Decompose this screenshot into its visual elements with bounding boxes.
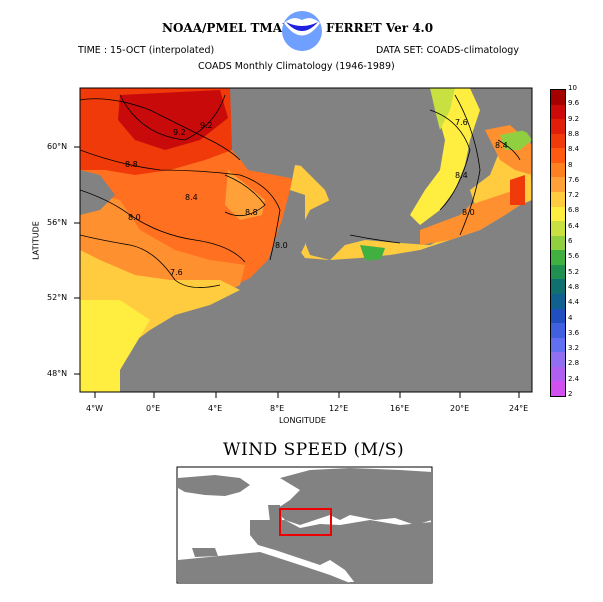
colorbar-swatch	[551, 279, 565, 295]
colorbar-swatch	[551, 250, 565, 266]
x-tick-label: 24°E	[509, 404, 529, 413]
colorbar-label: 8	[568, 160, 573, 169]
map-frame	[79, 87, 533, 393]
colorbar-label: 7.6	[568, 175, 580, 184]
colorbar-label: 2.4	[568, 374, 580, 383]
colorbar-label: 9.6	[568, 99, 580, 108]
colorbar-swatch	[551, 104, 565, 120]
y-tick-label: 60°N	[47, 142, 68, 151]
colorbar-swatch	[551, 294, 565, 310]
colorbar-swatch	[551, 206, 565, 222]
contour-label: 8.4	[495, 141, 508, 150]
colorbar-swatch	[551, 148, 565, 164]
contour-label: 9.2	[200, 121, 213, 130]
colorbar-label: 2	[568, 390, 573, 398]
colorbar-label: 3.6	[568, 328, 580, 337]
x-tick-label: 4°W	[86, 404, 103, 413]
colorbar-label: 6.4	[568, 221, 580, 230]
colorbar-label: 10	[568, 84, 577, 92]
sea-region-bothnia	[410, 88, 480, 225]
x-tick-label: 4°E	[208, 404, 223, 413]
colorbar-label: 7.2	[568, 191, 580, 200]
app-title-left: NOAA/PMEL TMAP	[162, 21, 292, 35]
colorbar-label: 6.8	[568, 206, 580, 215]
colorbar	[550, 89, 566, 397]
colorbar-swatch	[551, 177, 565, 193]
land-uk	[80, 170, 115, 215]
x-tick-label: 16°E	[390, 404, 410, 413]
colorbar-label: 5.2	[568, 267, 580, 276]
sea-region-bothnia-green	[430, 88, 455, 130]
contour-label-group: 9.2 9.2 8.8 8.4 8.8 8.0 7.6 8.0 8.4 7.6 …	[125, 118, 508, 277]
colorbar-swatch	[551, 323, 565, 339]
sea-region-green-strait	[360, 245, 385, 262]
x-tick-label: 20°E	[450, 404, 470, 413]
y-tick-label: 52°N	[47, 293, 68, 302]
app-title-right: FERRET Ver 4.0	[326, 21, 434, 35]
colorbar-label: 4.4	[568, 298, 580, 307]
colorbar-swatch	[551, 192, 565, 208]
x-axis-label: LONGITUDE	[279, 416, 326, 425]
y-tick-label: 56°N	[47, 218, 68, 227]
contour-label: 8.0	[462, 208, 475, 217]
contour-label: 8.8	[245, 208, 258, 217]
contour-label: 9.2	[173, 128, 186, 137]
colorbar-swatch	[551, 133, 565, 149]
colorbar-swatch	[551, 366, 565, 382]
colorbar-swatch	[551, 352, 565, 368]
contour-label: 8.8	[125, 160, 138, 169]
sea-region-baltic-orange	[420, 190, 520, 245]
colorbar-swatch	[551, 221, 565, 237]
colorbar-label: 2.8	[568, 359, 580, 368]
contour-label: 8.0	[128, 213, 141, 222]
colorbar-swatch	[551, 337, 565, 353]
colorbar-swatch	[551, 308, 565, 324]
y-axis-label: LATITUDE	[31, 221, 41, 260]
colorbar-label: 6	[568, 237, 573, 245]
sea-region-gulf-green	[500, 130, 532, 150]
land-jutland	[282, 190, 305, 255]
time-label: TIME : 15-OCT (interpolated)	[78, 45, 215, 56]
contour-label: 7.6	[455, 118, 468, 127]
x-tick-label: 0°E	[146, 404, 161, 413]
colorbar-label: 8.4	[568, 145, 580, 154]
land-sweden-east	[470, 88, 532, 135]
y-tick-label: 48°N	[47, 369, 68, 378]
bottom-title: WIND SPEED (M/S)	[223, 440, 405, 460]
subtitle: COADS Monthly Climatology (1946-1989)	[198, 61, 395, 72]
contour-label: 8.4	[455, 171, 468, 180]
sea-region-skagerrak	[225, 170, 265, 220]
colorbar-swatch	[551, 119, 565, 135]
colorbar-label: 4	[568, 313, 573, 322]
axis-ticks	[74, 146, 520, 398]
colorbar-label: 5.6	[568, 252, 580, 261]
x-tick-label: 12°E	[329, 404, 349, 413]
x-tick-label: 8°E	[270, 404, 285, 413]
colorbar-label: 3.2	[568, 344, 580, 353]
colorbar-label: 9.2	[568, 114, 580, 123]
dataset-label: DATA SET: COADS-climatology	[376, 45, 519, 56]
contour-label: 7.6	[170, 268, 183, 277]
colorbar-swatch	[551, 162, 565, 178]
colorbar-label: 8.8	[568, 129, 580, 138]
colorbar-swatch	[551, 264, 565, 280]
sea-region-east	[510, 175, 525, 205]
colorbar-label: 4.8	[568, 282, 580, 291]
sea-region-yellow	[80, 300, 150, 392]
contour-lines	[80, 94, 521, 288]
land-norway	[232, 88, 430, 232]
colorbar-labels: 10 9.6 9.2 8.8 8.4 8 7.6 7.2 6.8 6.4 6 5.6 5.2 4.8 4.4…	[568, 84, 598, 398]
colorbar-swatch	[551, 90, 565, 106]
colorbar-swatch	[551, 235, 565, 251]
contour-label: 8.0	[275, 241, 288, 250]
land-continent	[135, 210, 532, 392]
colorbar-swatch	[551, 381, 565, 397]
land-denmark-isles	[312, 225, 335, 245]
contour-label: 8.4	[185, 193, 198, 202]
